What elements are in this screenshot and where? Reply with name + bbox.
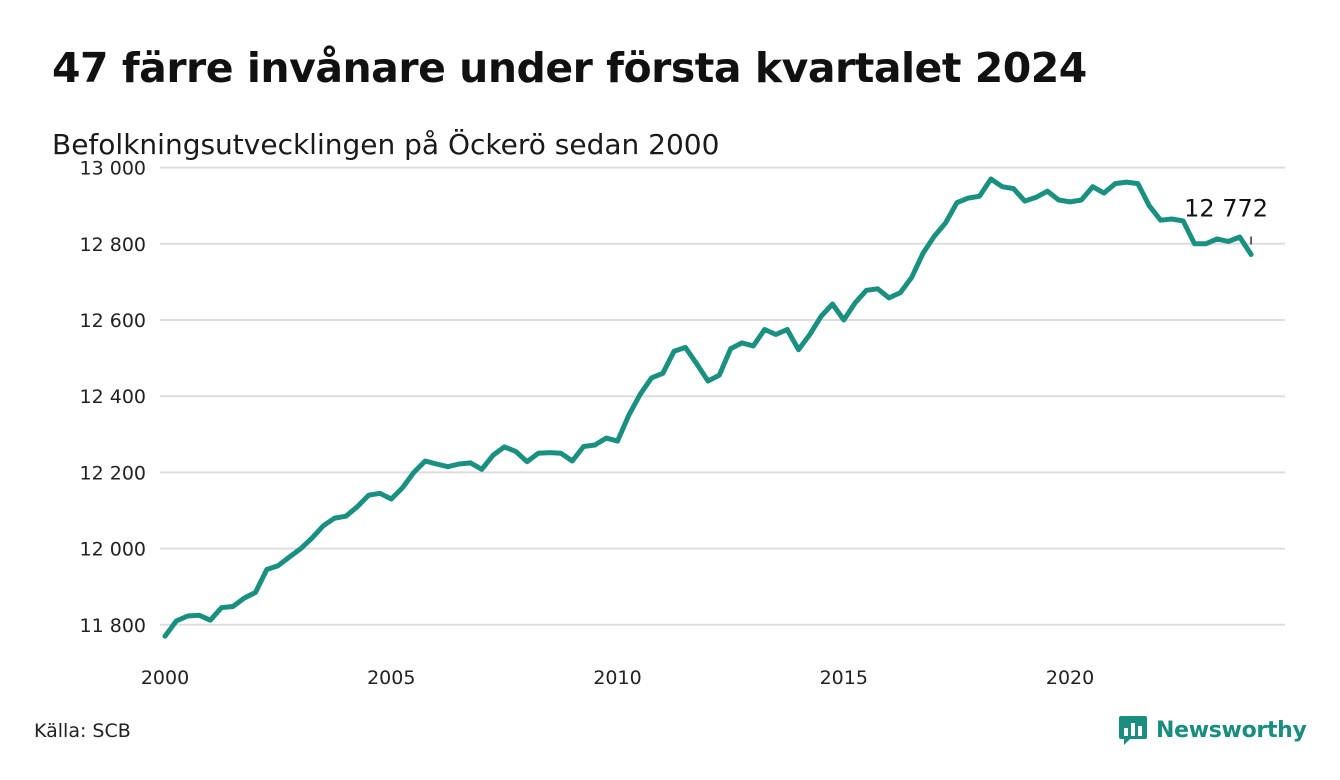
series-line: [162, 176, 1254, 639]
y-tick-label: 12 000: [80, 539, 146, 561]
newsworthy-logo: Newsworthy: [1118, 714, 1307, 746]
source-label: Källa: SCB: [34, 720, 131, 742]
y-tick-label: 12 200: [80, 462, 146, 484]
x-tick-label: 2000: [141, 667, 189, 689]
brand-name: Newsworthy: [1156, 717, 1307, 743]
chart-title: 47 färre invånare under första kvartalet…: [52, 44, 1087, 92]
x-tick-label: 2010: [593, 667, 641, 689]
y-tick-label: 11 800: [80, 615, 146, 637]
y-tick-label: 13 000: [80, 158, 146, 180]
chart-subtitle: Befolkningsutvecklingen på Öckerö sedan …: [52, 128, 720, 161]
x-axis-tick-labels: 2000 2005 2010 2015 2020: [141, 667, 1094, 689]
series-layer: [162, 176, 1254, 639]
y-tick-label: 12 800: [80, 234, 146, 256]
grid-lines: [160, 166, 1285, 626]
annotation: 12 772: [1184, 194, 1268, 245]
y-axis-tick-labels: 11 800 12 000 12 200 12 400 12 600 12 800 13 0…: [80, 158, 146, 637]
x-tick-label: 2015: [820, 667, 868, 689]
y-tick-label: 12 600: [80, 310, 146, 332]
line-chart: 11 800 12 000 12 200 12 400 12 600 12 800 13 0…: [80, 158, 1285, 689]
bar-chart-bubble-icon: [1119, 716, 1147, 745]
annotation-label: 12 772: [1184, 194, 1268, 222]
x-tick-label: 2005: [367, 667, 415, 689]
y-tick-label: 12 400: [80, 386, 146, 408]
x-tick-label: 2020: [1046, 667, 1094, 689]
